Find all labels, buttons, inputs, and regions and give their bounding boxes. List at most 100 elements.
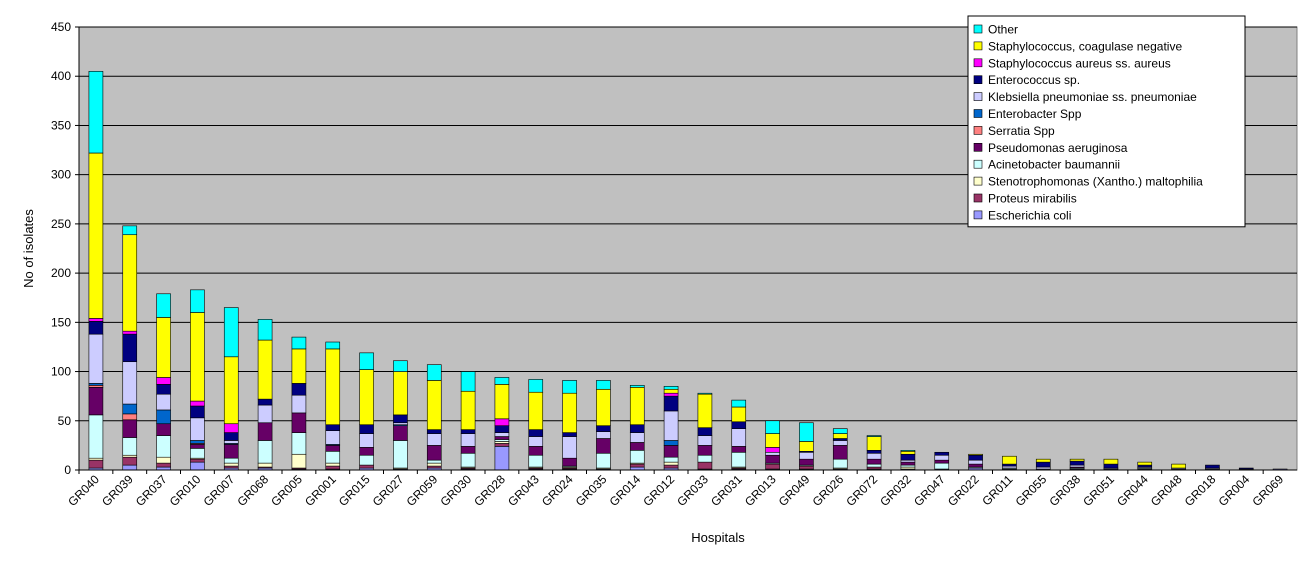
bar-segment bbox=[596, 425, 611, 432]
bar-segment bbox=[190, 444, 205, 449]
bar-segment bbox=[122, 456, 138, 466]
y-tick-label: 200 bbox=[51, 266, 71, 280]
bar-segment bbox=[663, 461, 679, 466]
x-tick-label: GR007 bbox=[201, 472, 238, 509]
bar-segment bbox=[765, 463, 780, 470]
bar-segment bbox=[359, 369, 374, 426]
bar-segment bbox=[697, 461, 713, 470]
bar-segment bbox=[88, 152, 104, 319]
bar-segment bbox=[190, 461, 205, 471]
legend-label: Stenotrophomonas (Xantho.) maltophilia bbox=[988, 175, 1203, 189]
bar-segment bbox=[900, 461, 916, 466]
bar-segment bbox=[156, 393, 171, 411]
bar-segment bbox=[223, 444, 239, 459]
y-tick-label: 450 bbox=[51, 20, 71, 34]
bar-segment bbox=[190, 417, 205, 441]
bar-segment bbox=[934, 459, 950, 464]
y-tick-label: 150 bbox=[51, 315, 71, 329]
bar-segment bbox=[663, 388, 679, 394]
x-tick-label: GR048 bbox=[1148, 472, 1185, 509]
x-tick-label: GR044 bbox=[1114, 472, 1151, 509]
legend-label: Staphylococcus aureus ss. aureus bbox=[988, 56, 1171, 70]
x-tick-label: GR022 bbox=[945, 472, 982, 509]
bar-segment bbox=[156, 409, 171, 425]
bar-segment bbox=[697, 435, 713, 446]
legend-label: Escherichia coli bbox=[988, 208, 1071, 222]
bar-segment bbox=[359, 352, 374, 370]
bar-segment bbox=[494, 425, 510, 433]
bar-segment bbox=[325, 424, 341, 431]
bar-segment bbox=[122, 225, 138, 236]
bar-segment bbox=[325, 450, 341, 464]
bar-segment bbox=[663, 410, 679, 441]
bar-segment bbox=[88, 414, 104, 459]
bar-segment bbox=[562, 392, 577, 433]
bar-segment bbox=[968, 463, 983, 468]
bar-segment bbox=[968, 453, 983, 456]
bar-segment bbox=[156, 317, 171, 378]
bar-segment bbox=[799, 422, 814, 442]
bar-segment bbox=[596, 438, 611, 454]
bar-segment bbox=[460, 429, 476, 434]
bar-segment bbox=[190, 400, 205, 407]
x-tick-label: GR014 bbox=[607, 472, 644, 509]
legend-label: Serratia Spp bbox=[988, 124, 1055, 138]
bar-segment bbox=[325, 341, 341, 350]
bar-segment bbox=[223, 307, 239, 358]
x-tick-label: GR051 bbox=[1080, 472, 1117, 509]
bar-segment bbox=[223, 462, 239, 467]
bar-segment bbox=[393, 425, 408, 441]
x-tick-label: GR013 bbox=[742, 472, 779, 509]
y-tick-label: 250 bbox=[51, 217, 71, 231]
bar-segment bbox=[596, 380, 611, 390]
bar-segment bbox=[325, 462, 341, 467]
x-tick-label: GR037 bbox=[133, 472, 170, 509]
bar-segment bbox=[596, 452, 611, 469]
y-tick-label: 350 bbox=[51, 118, 71, 132]
legend-label: Acinetobacter baumannii bbox=[988, 158, 1120, 172]
bar-segment bbox=[257, 462, 273, 468]
x-tick-label: GR039 bbox=[99, 472, 136, 509]
legend-box bbox=[967, 15, 1246, 228]
x-tick-label: GR024 bbox=[539, 472, 576, 509]
legend-swatch bbox=[973, 143, 983, 152]
bar-segment bbox=[291, 348, 307, 384]
bar-segment bbox=[866, 450, 882, 454]
bar-segment bbox=[866, 435, 882, 437]
x-tick-label: GR010 bbox=[167, 472, 204, 509]
bar-segment bbox=[494, 443, 510, 447]
legend-swatch bbox=[973, 24, 983, 34]
bar-segment bbox=[223, 457, 239, 464]
bar-segment bbox=[697, 392, 713, 395]
bar-segment bbox=[731, 406, 747, 423]
bar-segment bbox=[799, 451, 814, 460]
bar-segment bbox=[393, 360, 408, 372]
x-tick-label: GR072 bbox=[843, 472, 880, 509]
bar-segment bbox=[426, 459, 442, 464]
bar-segment bbox=[156, 293, 171, 318]
bar-segment bbox=[663, 456, 679, 463]
bar-segment bbox=[562, 457, 577, 467]
bar-segment bbox=[257, 440, 273, 464]
bar-segment bbox=[122, 234, 138, 332]
bar-segment bbox=[1103, 458, 1119, 465]
x-tick-label: GR033 bbox=[674, 472, 711, 509]
bar-segment bbox=[629, 450, 645, 464]
legend-swatch bbox=[973, 41, 983, 51]
bar-segment bbox=[426, 445, 442, 461]
bar-segment bbox=[1069, 460, 1085, 466]
bar-segment bbox=[190, 289, 205, 313]
x-tick-label: GR059 bbox=[404, 472, 441, 509]
bar-segment bbox=[494, 446, 510, 471]
bar-segment bbox=[88, 71, 104, 154]
legend-swatch bbox=[973, 109, 983, 118]
bar-segment bbox=[494, 432, 510, 437]
bar-segment bbox=[460, 452, 476, 468]
bar-segment bbox=[190, 405, 205, 419]
x-tick-label: GR049 bbox=[776, 472, 813, 509]
bar-segment bbox=[88, 321, 104, 335]
bar-segment bbox=[934, 462, 950, 470]
y-tick-label: 0 bbox=[64, 463, 71, 477]
legend-label: Other bbox=[988, 23, 1018, 37]
bar-segment bbox=[663, 445, 679, 458]
